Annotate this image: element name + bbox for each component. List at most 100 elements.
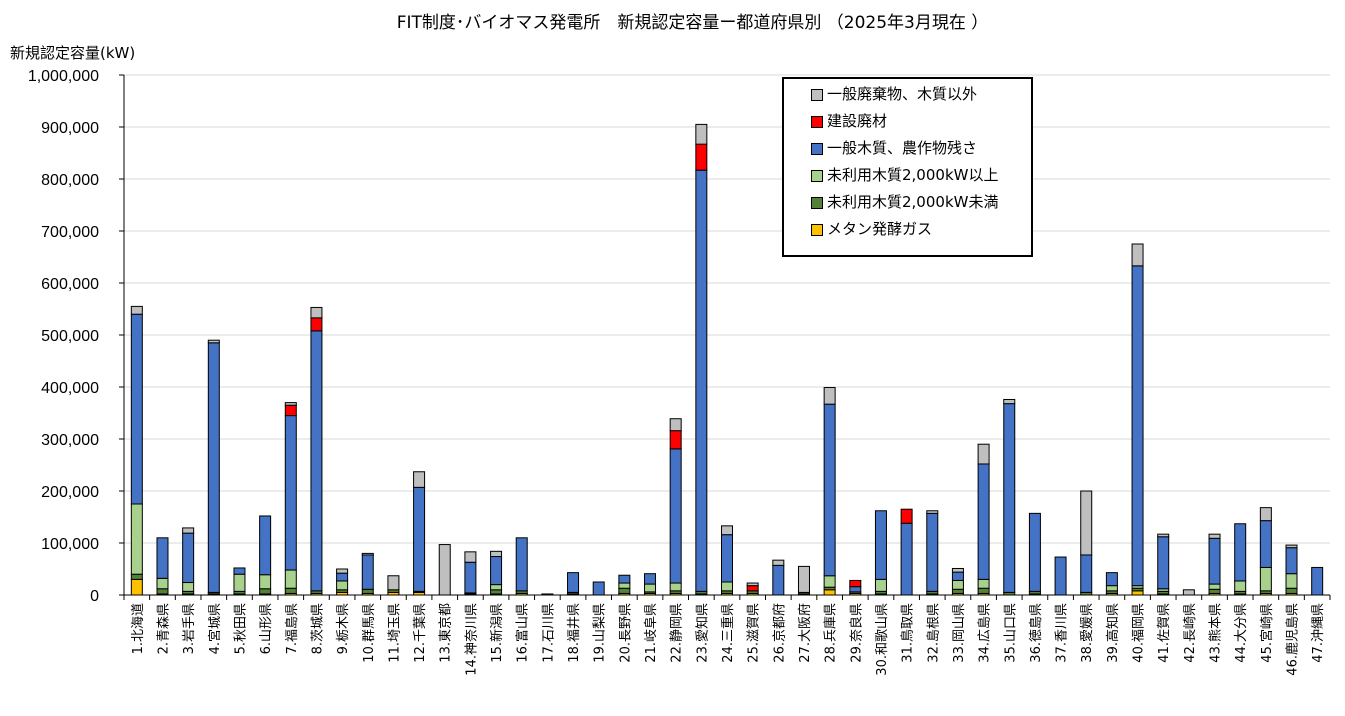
x-tick-label: 31.鳥取県 (901, 603, 916, 663)
bar-segment (182, 527, 195, 534)
bar-segment (900, 508, 913, 524)
bar-segment (977, 463, 990, 580)
bar-segment (823, 589, 836, 596)
bar-segment (1157, 533, 1170, 538)
chart-title: FIT制度･バイオマス発電所 新規認定容量ー都道府県別 （2025年3月現在 ） (396, 13, 989, 33)
x-tick-label: 34.広島県 (978, 603, 993, 663)
bar-segment (1080, 490, 1093, 556)
bar-segment (361, 588, 374, 594)
bar-segment (746, 585, 759, 592)
bar-segment (618, 582, 631, 589)
bar-segment (464, 551, 477, 563)
legend-label: 一般木質、農作物残さ (827, 139, 978, 157)
x-tick-label: 6.山形県 (259, 603, 274, 654)
x-tick-label: 11.埼玉県 (387, 603, 402, 663)
bar-segment (336, 580, 349, 591)
bar-segment (130, 578, 143, 596)
bar-segment (669, 448, 682, 584)
bar-segment (695, 169, 708, 592)
bar-segment (464, 561, 477, 594)
bar-segment (259, 515, 272, 576)
bar-segment (1105, 572, 1118, 587)
bar-segment (413, 486, 426, 592)
bar-segment (336, 572, 349, 582)
x-tick-label: 44.大分県 (1234, 603, 1249, 663)
y-tick-label: 0 (90, 588, 99, 605)
bar-segment (874, 578, 887, 592)
bar-segment (284, 415, 297, 571)
bar-segment (669, 430, 682, 450)
x-tick-label: 47.沖縄県 (1311, 603, 1326, 663)
x-tick-label: 26.京都府 (772, 603, 787, 663)
x-tick-label: 39.高知県 (1105, 603, 1121, 663)
x-tick-label: 15.新潟県 (489, 603, 505, 663)
bar-segment (336, 568, 349, 574)
x-tick-label: 3.岩手県 (182, 603, 197, 654)
legend-item: 未利用木質2,000kW以上 (811, 166, 1031, 193)
gridlines (124, 74, 1330, 544)
x-tick-label: 41.佐賀県 (1157, 603, 1172, 663)
x-tick-label: 30.和歌山県 (875, 603, 890, 676)
x-tick-label: 12.千葉県 (413, 603, 428, 663)
bar-segment (156, 537, 169, 579)
bar-segment (1208, 583, 1221, 590)
y-tick-label: 1,000,000 (28, 68, 99, 85)
bar-segment (644, 573, 657, 585)
bar-segment (1234, 580, 1247, 592)
bar-segment (1105, 585, 1118, 592)
bar-segment (1311, 566, 1324, 596)
bar-segment (1259, 507, 1272, 522)
bar-segment (259, 588, 272, 595)
bar-segment (926, 512, 939, 592)
bar-segment (1259, 520, 1272, 568)
bar-segment (490, 556, 503, 586)
x-tick-label: 4.宮城県 (207, 603, 223, 654)
legend-swatch (811, 116, 823, 128)
bar-segment (284, 404, 297, 417)
x-tick-label: 46.鹿児島県 (1285, 603, 1301, 676)
y-tick-label: 600,000 (41, 276, 99, 293)
bar-segment (1182, 589, 1195, 596)
bar-segment (644, 583, 657, 593)
bar-segment (1054, 556, 1067, 596)
bar-segment (669, 582, 682, 592)
bar-segment (951, 579, 964, 590)
bar-segment (310, 317, 323, 332)
bar-segment (233, 567, 246, 575)
bar-segment (284, 587, 297, 594)
bar-segment (721, 534, 733, 583)
bar-segment (1208, 588, 1221, 594)
bar-segment (1259, 566, 1272, 592)
bar-segment (926, 510, 939, 514)
x-tick-label: 10.群馬県 (362, 603, 377, 663)
bar-segment (1028, 512, 1041, 592)
legend-swatch (811, 197, 823, 209)
legend: 一般廃棄物、木質以外 建設廃材 一般木質、農作物残さ 未利用木質2,000kW以上 未利… (782, 77, 1033, 257)
bar-segment (438, 544, 451, 596)
x-tick-label: 18.福井県 (567, 603, 582, 663)
y-tick-label: 700,000 (41, 224, 99, 241)
legend-swatch (811, 224, 823, 236)
bar-segment (130, 305, 143, 315)
bar-segment (233, 573, 246, 592)
x-tick-label: 36.徳島県 (1029, 603, 1044, 663)
x-tick-label: 16.富山県 (515, 603, 531, 663)
legend-item: 建設廃材 (811, 112, 1031, 139)
x-tick-label: 45.宮崎県 (1259, 603, 1275, 663)
bar-segment (1131, 243, 1144, 267)
bar-segment (1003, 403, 1016, 593)
y-tick-label: 500,000 (41, 328, 99, 345)
bar-segment (567, 572, 580, 593)
bar-segment (977, 443, 990, 465)
bar-segment (490, 589, 503, 595)
x-tick-label: 29.奈良県 (848, 603, 864, 663)
x-tick-label: 24.三重県 (720, 603, 736, 663)
bar-segment (977, 587, 990, 594)
bar-segment (156, 577, 169, 590)
bar-segment (207, 342, 220, 593)
bar-segment (772, 559, 785, 566)
bar-segment (900, 522, 913, 596)
bar-segment (618, 587, 631, 594)
y-tick-labels: 0 100,000 200,000 300,000 400,000 500,000 600,… (28, 68, 99, 605)
x-tick-label: 2.青森県 (156, 603, 171, 654)
